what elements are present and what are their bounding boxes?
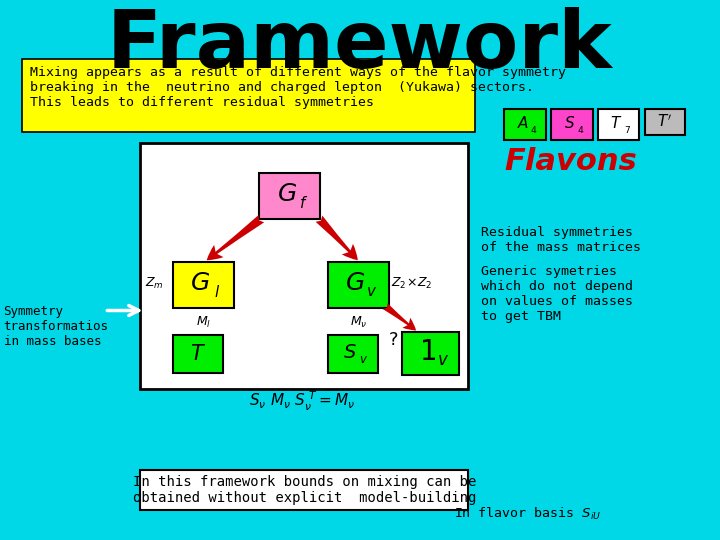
Text: $M_\nu$: $M_\nu$ — [350, 315, 367, 330]
Text: $\mathit{G}$: $\mathit{G}$ — [345, 271, 365, 295]
Text: In this framework bounds on mixing can be
obtained without explicit  model-build: In this framework bounds on mixing can b… — [132, 475, 476, 505]
Bar — [645, 109, 685, 135]
Text: $\mathit{T}$: $\mathit{T}$ — [611, 116, 623, 131]
Text: $\mathit{S}$: $\mathit{S}$ — [343, 343, 357, 362]
Text: $\mathit{T}$: $\mathit{T}$ — [190, 343, 206, 364]
Text: $\mathit{G}$: $\mathit{G}$ — [276, 182, 297, 206]
Text: $Z_2\!\times\! Z_2$: $Z_2\!\times\! Z_2$ — [391, 276, 432, 291]
Text: $\mathit{v}$: $\mathit{v}$ — [437, 351, 449, 369]
Bar — [598, 109, 639, 140]
Text: $\mathit{S}$: $\mathit{S}$ — [564, 116, 575, 131]
Text: $\mathit{G}$: $\mathit{G}$ — [190, 271, 210, 295]
Bar — [504, 109, 546, 140]
Text: In flavor basis $S_{iU}$: In flavor basis $S_{iU}$ — [454, 506, 600, 522]
Bar — [402, 332, 459, 375]
Text: $\mathit{v}$: $\mathit{v}$ — [359, 353, 369, 366]
Bar — [140, 470, 468, 510]
Bar — [173, 335, 223, 373]
Text: $\mathit{1}$: $\mathit{1}$ — [419, 338, 436, 366]
Text: $\mathit{v}$: $\mathit{v}$ — [366, 284, 377, 299]
Text: Mixing appears as a result of different ways of the flavor symmetry
breaking in : Mixing appears as a result of different … — [30, 66, 566, 109]
Text: $\mathit{f}$: $\mathit{f}$ — [299, 194, 308, 211]
Text: $\mathit{7}$: $\mathit{7}$ — [624, 124, 631, 135]
Text: Symmetry
transformatios
in mass bases: Symmetry transformatios in mass bases — [4, 305, 109, 348]
Text: Generic symetries
which do not depend
on values of masses
to get TBM: Generic symetries which do not depend on… — [481, 265, 633, 323]
Text: $S_\nu\ M_\nu\ S_\nu^{\ T} = M_\nu$: $S_\nu\ M_\nu\ S_\nu^{\ T} = M_\nu$ — [249, 390, 356, 413]
Bar — [328, 262, 389, 308]
Bar — [22, 59, 475, 132]
Text: $\mathit{T'}$: $\mathit{T'}$ — [657, 114, 672, 130]
Bar — [140, 143, 468, 389]
Text: Framework: Framework — [107, 7, 613, 85]
Text: $\mathit{A}$: $\mathit{A}$ — [517, 116, 529, 131]
Text: $M_l$: $M_l$ — [196, 315, 212, 330]
Bar — [173, 262, 234, 308]
Bar — [328, 335, 378, 373]
Text: $\mathit{l}$: $\mathit{l}$ — [214, 284, 220, 300]
Text: $\mathit{4}$: $\mathit{4}$ — [577, 124, 585, 135]
Text: ?: ? — [389, 331, 399, 349]
Bar — [259, 173, 320, 219]
Text: Flavons: Flavons — [504, 147, 636, 177]
Bar — [551, 109, 593, 140]
Text: $Z_m$: $Z_m$ — [145, 276, 164, 291]
Text: $\mathit{4}$: $\mathit{4}$ — [531, 124, 538, 135]
Text: Residual symmetries
of the mass matrices: Residual symmetries of the mass matrices — [481, 226, 641, 254]
